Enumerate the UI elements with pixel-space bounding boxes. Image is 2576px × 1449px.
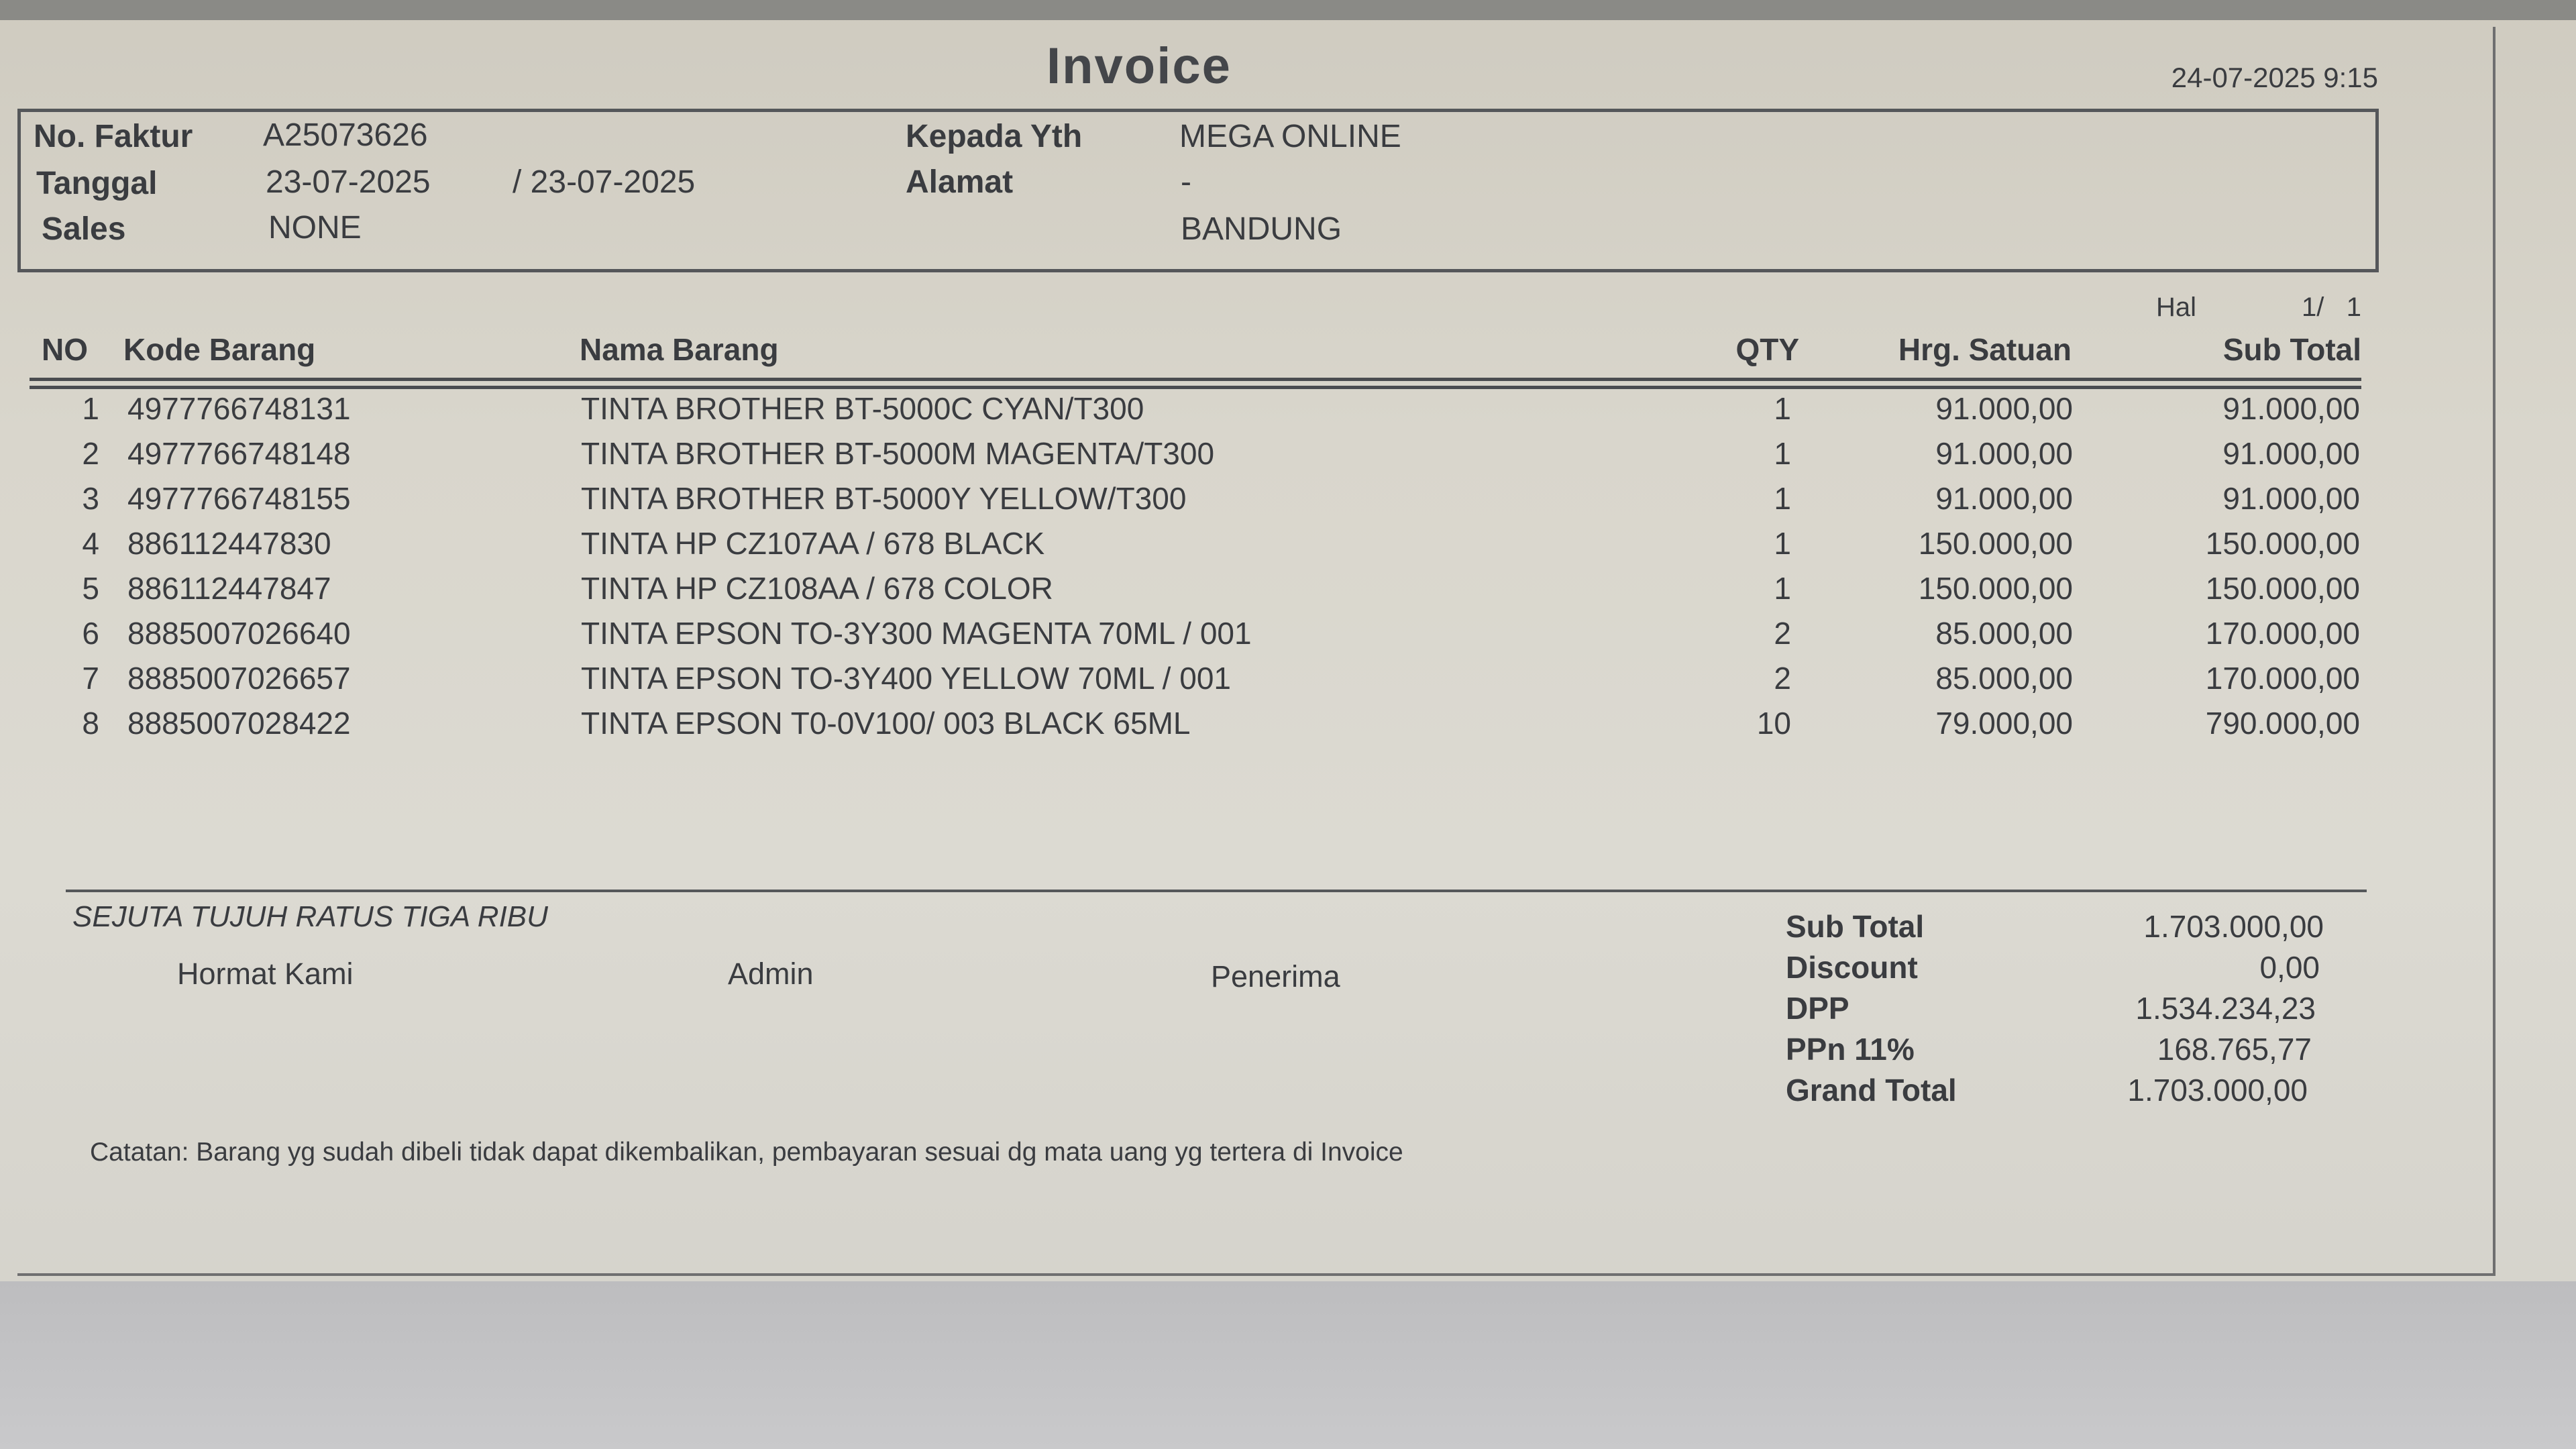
item-subtotal: 170.000,00 <box>2205 616 2360 651</box>
invoice-header-box <box>17 109 2379 272</box>
summary-divider <box>66 890 2367 892</box>
item-qty: 1 <box>1774 571 1791 606</box>
item-kode: 8885007026640 <box>127 616 351 651</box>
item-subtotal: 91.000,00 <box>2222 436 2360 471</box>
item-nama: TINTA HP CZ107AA / 678 BLACK <box>581 526 1045 561</box>
alamat-line2: BANDUNG <box>1181 211 1342 247</box>
signature-admin: Admin <box>728 957 814 991</box>
item-kode: 8885007028422 <box>127 706 351 741</box>
col-nama: Nama Barang <box>580 332 779 367</box>
item-subtotal: 150.000,00 <box>2205 571 2360 606</box>
item-no: 7 <box>82 661 99 696</box>
summary-label: DPP <box>1786 991 1849 1026</box>
tanggal-due-value: / 23-07-2025 <box>513 164 696 200</box>
col-qty: QTY <box>1735 332 1799 367</box>
item-harga: 150.000,00 <box>1918 571 2073 606</box>
invoice-title: Invoice <box>1046 38 1232 95</box>
signature-penerima: Penerima <box>1211 959 1340 994</box>
item-qty: 2 <box>1774 616 1791 651</box>
summary-value: 1.534.234,23 <box>2135 991 2316 1026</box>
item-qty: 1 <box>1774 526 1791 561</box>
alamat-line1: - <box>1181 164 1191 200</box>
invoice-note: Catatan: Barang yg sudah dibeli tidak da… <box>90 1138 1403 1167</box>
summary-value: 168.765,77 <box>2157 1032 2312 1067</box>
summary-value: 0,00 <box>2259 950 2320 985</box>
item-subtotal: 170.000,00 <box>2205 661 2360 696</box>
item-harga: 79.000,00 <box>1935 706 2073 741</box>
amount-in-words: SEJUTA TUJUH RATUS TIGA RIBU <box>72 900 548 933</box>
page-label: Hal <box>2156 292 2197 322</box>
invoice-page <box>17 27 2496 1276</box>
item-subtotal: 91.000,00 <box>2222 481 2360 516</box>
item-harga: 91.000,00 <box>1935 481 2073 516</box>
item-harga: 91.000,00 <box>1935 391 2073 426</box>
kepada-label: Kepada Yth <box>906 119 1083 154</box>
tanggal-label: Tanggal <box>36 166 158 201</box>
screen-top-bezel <box>0 0 2576 20</box>
item-harga: 85.000,00 <box>1935 616 2073 651</box>
alamat-label: Alamat <box>906 164 1014 200</box>
item-harga: 91.000,00 <box>1935 436 2073 471</box>
item-no: 6 <box>82 616 99 651</box>
col-no: NO <box>42 332 88 367</box>
kepada-value: MEGA ONLINE <box>1179 119 1401 154</box>
header-divider-top <box>30 378 2361 381</box>
item-no: 2 <box>82 436 99 471</box>
item-qty: 2 <box>1774 661 1791 696</box>
item-nama: TINTA EPSON TO-3Y300 MAGENTA 70ML / 001 <box>581 616 1252 651</box>
summary-label: Sub Total <box>1786 909 1925 944</box>
col-subtotal: Sub Total <box>2222 332 2361 367</box>
header-divider-bottom <box>30 386 2361 389</box>
item-no: 8 <box>82 706 99 741</box>
page-number: 1/ 1 <box>2302 292 2361 322</box>
tanggal-value: 23-07-2025 <box>266 164 431 200</box>
item-kode: 886112447847 <box>127 571 331 606</box>
item-nama: TINTA EPSON T0-0V100/ 003 BLACK 65ML <box>581 706 1191 741</box>
no-faktur-label: No. Faktur <box>34 119 193 154</box>
item-qty: 1 <box>1774 436 1791 471</box>
col-harga: Hrg. Satuan <box>1898 332 2072 367</box>
sales-label: Sales <box>42 211 126 247</box>
screen-background <box>0 1281 2576 1449</box>
item-harga: 150.000,00 <box>1918 526 2073 561</box>
item-subtotal: 91.000,00 <box>2222 391 2360 426</box>
col-kode: Kode Barang <box>123 332 316 367</box>
item-kode: 886112447830 <box>127 526 331 561</box>
sales-value: NONE <box>268 210 362 246</box>
item-kode: 4977766748148 <box>127 436 351 471</box>
item-nama: TINTA HP CZ108AA / 678 COLOR <box>581 571 1053 606</box>
summary-label: PPn 11% <box>1786 1032 1915 1067</box>
item-kode: 4977766748155 <box>127 481 351 516</box>
item-qty: 1 <box>1774 391 1791 426</box>
summary-label: Grand Total <box>1786 1073 1957 1108</box>
signature-hormat-kami: Hormat Kami <box>177 957 354 991</box>
item-nama: TINTA BROTHER BT-5000M MAGENTA/T300 <box>581 436 1215 471</box>
item-qty: 10 <box>1756 706 1791 741</box>
item-subtotal: 150.000,00 <box>2205 526 2360 561</box>
print-datetime: 24-07-2025 9:15 <box>2171 62 2378 93</box>
item-qty: 1 <box>1774 481 1791 516</box>
item-no: 5 <box>82 571 99 606</box>
item-kode: 8885007026657 <box>127 661 351 696</box>
summary-value: 1.703.000,00 <box>2127 1073 2308 1108</box>
item-no: 3 <box>82 481 99 516</box>
item-nama: TINTA BROTHER BT-5000C CYAN/T300 <box>581 391 1144 426</box>
item-no: 4 <box>82 526 99 561</box>
summary-value: 1.703.000,00 <box>2143 909 2324 944</box>
summary-label: Discount <box>1786 950 1918 985</box>
item-nama: TINTA BROTHER BT-5000Y YELLOW/T300 <box>581 481 1187 516</box>
item-harga: 85.000,00 <box>1935 661 2073 696</box>
item-kode: 4977766748131 <box>127 391 351 426</box>
item-subtotal: 790.000,00 <box>2205 706 2360 741</box>
no-faktur-value: A25073626 <box>263 117 428 153</box>
item-nama: TINTA EPSON TO-3Y400 YELLOW 70ML / 001 <box>581 661 1231 696</box>
item-no: 1 <box>82 391 99 426</box>
